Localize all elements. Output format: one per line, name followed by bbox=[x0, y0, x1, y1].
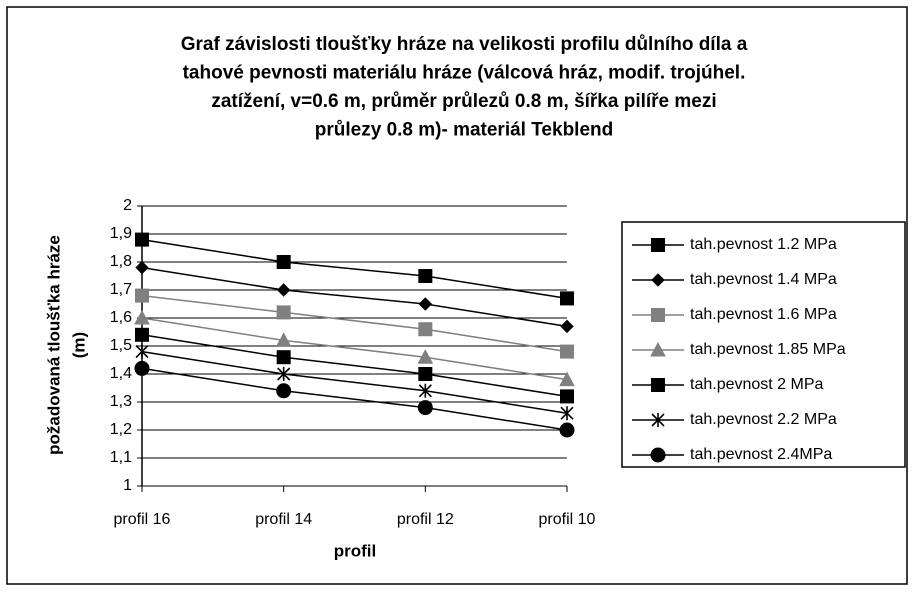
x-tick-label: profil 16 bbox=[114, 511, 171, 528]
marker bbox=[276, 305, 291, 320]
series-line bbox=[141, 367, 568, 431]
marker bbox=[559, 371, 575, 387]
marker bbox=[276, 283, 291, 297]
x-axis-label: profil bbox=[334, 541, 377, 560]
y-tick-label: 1,3 bbox=[110, 393, 132, 410]
y-axis-label: požadovaná tloušťka hráze bbox=[44, 235, 63, 455]
marker bbox=[417, 349, 434, 364]
marker bbox=[135, 327, 149, 342]
y-tick-label: 1,1 bbox=[110, 449, 132, 466]
chart-title: Graf závislosti tloušťky hráze na veliko… bbox=[181, 34, 748, 55]
legend-label: tah.pevnost 1.2 MPa bbox=[690, 236, 837, 253]
marker bbox=[277, 367, 291, 381]
x-tick-label: profil 14 bbox=[255, 511, 312, 528]
series-line bbox=[141, 334, 568, 398]
legend-marker bbox=[651, 308, 665, 322]
y-tick-label: 1,4 bbox=[110, 365, 132, 382]
y-axis-label: (m) bbox=[69, 332, 88, 358]
legend-label: tah.pevnost 1.85 MPa bbox=[690, 341, 846, 358]
marker bbox=[560, 291, 574, 306]
legend-marker bbox=[651, 273, 665, 287]
marker bbox=[135, 232, 149, 247]
marker bbox=[276, 350, 291, 365]
marker bbox=[560, 319, 574, 334]
series-line bbox=[141, 266, 568, 328]
series-line bbox=[141, 317, 568, 381]
legend-marker bbox=[650, 447, 666, 463]
marker bbox=[418, 383, 432, 398]
marker bbox=[418, 322, 433, 337]
series-line bbox=[141, 294, 568, 353]
y-tick-label: 2 bbox=[123, 197, 132, 214]
legend-label: tah.pevnost 1.4 MPa bbox=[690, 271, 837, 288]
marker bbox=[418, 297, 433, 311]
y-tick-label: 1,7 bbox=[110, 281, 132, 298]
marker bbox=[134, 309, 150, 325]
y-tick-label: 1,9 bbox=[110, 225, 132, 242]
marker bbox=[135, 288, 149, 303]
y-tick-label: 1,6 bbox=[110, 309, 132, 326]
marker bbox=[560, 389, 574, 404]
y-tick-label: 1,8 bbox=[110, 253, 132, 270]
marker bbox=[560, 406, 574, 421]
marker bbox=[135, 344, 149, 359]
legend-marker bbox=[650, 341, 666, 357]
marker bbox=[276, 255, 291, 269]
marker bbox=[418, 367, 433, 381]
marker bbox=[559, 422, 575, 438]
chart-title: tahové pevnosti materiálu hráze (válcová… bbox=[183, 63, 746, 84]
legend-marker bbox=[651, 238, 665, 252]
legend-label: tah.pevnost 2.4MPa bbox=[690, 446, 832, 463]
marker bbox=[135, 260, 149, 275]
chart-title: průlezy 0.8 m)- materiál Tekblend bbox=[315, 120, 613, 141]
y-tick-label: 1,5 bbox=[110, 337, 132, 354]
marker bbox=[418, 269, 433, 283]
legend-marker bbox=[651, 413, 665, 427]
marker bbox=[560, 344, 574, 359]
legend-label: tah.pevnost 1.6 MPa bbox=[690, 306, 837, 323]
series-line bbox=[141, 238, 568, 300]
legend-marker bbox=[651, 378, 665, 392]
y-tick-label: 1 bbox=[123, 477, 132, 494]
y-tick-label: 1,2 bbox=[110, 421, 132, 438]
x-tick-label: profil 12 bbox=[397, 511, 454, 528]
marker bbox=[134, 360, 150, 376]
legend-label: tah.pevnost 2.2 MPa bbox=[690, 411, 837, 428]
marker bbox=[276, 383, 292, 399]
series-line bbox=[141, 350, 568, 414]
legend-box bbox=[621, 221, 906, 468]
legend-label: tah.pevnost 2 MPa bbox=[690, 376, 824, 393]
marker bbox=[417, 400, 433, 416]
marker bbox=[275, 332, 292, 347]
x-tick-label: profil 10 bbox=[539, 511, 596, 528]
chart-title: zatížení, v=0.6 m, průměr průlezů 0.8 m,… bbox=[211, 91, 716, 112]
